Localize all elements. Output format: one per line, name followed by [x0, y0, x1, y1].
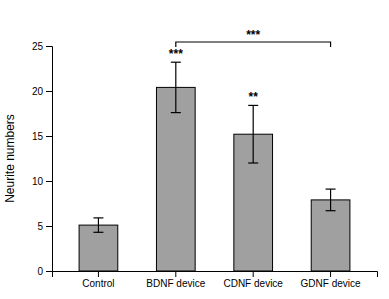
tick-label: CDNF device: [223, 278, 283, 289]
tick: 25: [32, 41, 52, 52]
axis-line: [53, 272, 378, 278]
error-cap: [248, 162, 258, 163]
tick-mark: [46, 136, 52, 137]
tick-label: Control: [82, 278, 114, 289]
tick: GDNF device: [301, 271, 361, 289]
tick-mark: [46, 91, 52, 92]
bar: [311, 200, 350, 271]
error-cap: [171, 112, 181, 113]
y-label: Neurite numbers: [3, 114, 17, 203]
error-cap: [326, 189, 336, 190]
tick: BDNF device: [146, 271, 205, 289]
tick: 5: [37, 221, 52, 232]
error-cap: [248, 105, 258, 106]
error-line: [98, 218, 99, 232]
tick-mark: [46, 271, 52, 272]
significance-label: ***: [169, 47, 183, 61]
tick: 20: [32, 86, 52, 97]
tick-label: GDNF device: [301, 278, 361, 289]
error-bar: [248, 105, 258, 163]
bar: [156, 87, 195, 271]
bracket-line: [176, 42, 331, 47]
tick: 0: [37, 266, 52, 277]
tick-label: 25: [32, 41, 44, 52]
tick: Control: [82, 271, 114, 289]
tick-mark: [253, 271, 254, 277]
x-axis: Control BDNF device CDNF device GDNF device: [53, 271, 378, 289]
bar: [79, 225, 118, 271]
error-cap: [93, 217, 103, 218]
tick-label: 20: [32, 86, 44, 97]
bracket-label: ***: [246, 28, 260, 42]
tick-mark: [46, 46, 52, 47]
bracket: ***: [176, 28, 331, 47]
tick-label: 15: [32, 131, 44, 142]
tick-mark: [175, 271, 176, 277]
tick-label: BDNF device: [146, 278, 205, 289]
tick-mark: [46, 226, 52, 227]
error-bar: [326, 189, 336, 211]
error-bar: [171, 62, 181, 112]
error-cap: [326, 210, 336, 211]
error-cap: [93, 232, 103, 233]
error-line: [175, 62, 176, 112]
error-cap: [171, 62, 181, 63]
tick: 15: [32, 131, 52, 142]
tick-mark: [46, 181, 52, 182]
error-bar: [93, 218, 103, 232]
tick: CDNF device: [223, 271, 283, 289]
chart: 0 5 10 15 20 25 Control BDNF device CDNF device G…: [0, 0, 389, 299]
y-axis: 0 5 10 15 20 25: [32, 41, 53, 277]
tick-label: 5: [37, 221, 43, 232]
tick-mark: [98, 271, 99, 277]
plot: 0 5 10 15 20 25 Control BDNF device CDNF device G…: [32, 28, 378, 289]
error-line: [253, 105, 254, 163]
tick-label: 10: [32, 176, 44, 187]
annotations: ********: [169, 28, 331, 104]
marks: [79, 62, 350, 271]
tick-mark: [330, 271, 331, 277]
significance-label: **: [249, 90, 259, 104]
error-line: [330, 189, 331, 211]
axis-line: [46, 47, 53, 272]
tick-label: 0: [37, 266, 43, 277]
tick: 10: [32, 176, 52, 187]
